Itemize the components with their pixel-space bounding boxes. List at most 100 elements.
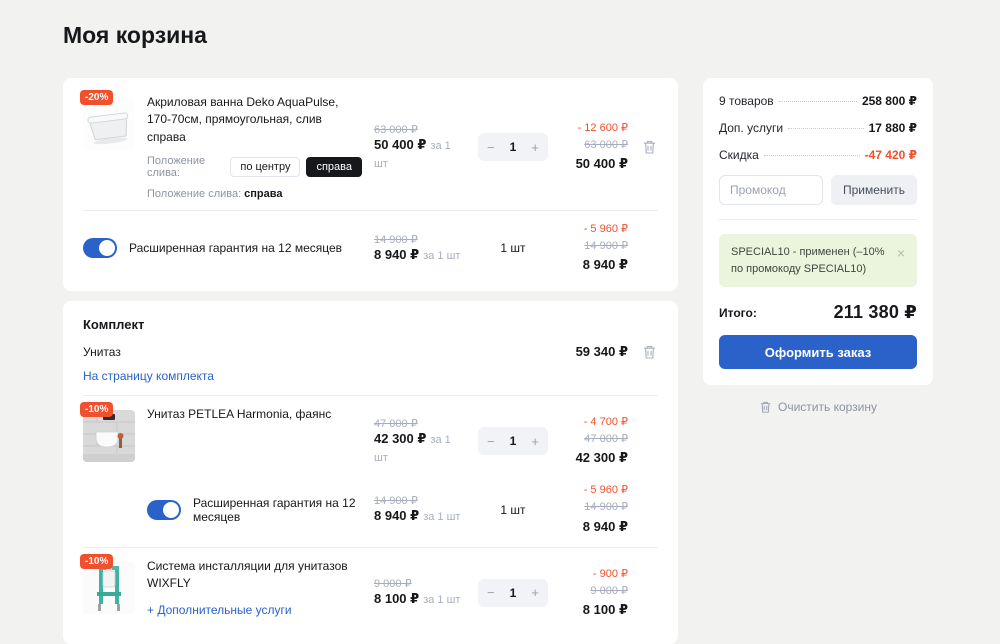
unit-old-price: 9 000 ₽ bbox=[374, 578, 412, 591]
remove-item-button[interactable] bbox=[640, 139, 658, 155]
installation-frame-image bbox=[83, 561, 135, 614]
clear-cart-button[interactable]: Очистить корзину bbox=[703, 400, 933, 414]
dotted-leader bbox=[788, 128, 864, 129]
row-divider bbox=[83, 546, 658, 548]
dotted-leader bbox=[778, 101, 857, 102]
kit-header: Комплект bbox=[83, 317, 145, 333]
dotted-leader bbox=[763, 155, 860, 156]
summary-value-discount: -47 420 ₽ bbox=[864, 148, 917, 162]
promo-row: Применить bbox=[719, 175, 917, 205]
unit-price: 8 940 ₽ bbox=[374, 246, 420, 262]
line-discount: - 5 960 ₽ bbox=[583, 484, 628, 497]
unit-price-block: 9 000 ₽ 8 100 ₽ за 1 шт bbox=[374, 577, 466, 608]
summary-divider bbox=[719, 219, 917, 220]
promo-applied-alert: SPECIAL10 - применен (–10% по промокоду … bbox=[719, 234, 917, 287]
line-totals: - 5 960 ₽ 14 900 ₽ 8 940 ₽ bbox=[560, 482, 628, 536]
unit-price-block: 47 000 ₽ 42 300 ₽ за 1 шт bbox=[374, 417, 466, 466]
decrease-qty-button[interactable]: − bbox=[487, 433, 495, 449]
product-title: Система инсталляции для унитазов WIXFLY bbox=[147, 558, 348, 591]
increase-qty-button[interactable]: + bbox=[531, 139, 539, 155]
quantity-stepper[interactable]: − 1 + bbox=[478, 133, 548, 162]
product-info: Акриловая ванна Deko AquaPulse, 170-70см… bbox=[147, 94, 362, 200]
unit-old-price: 63 000 ₽ bbox=[374, 123, 418, 136]
checkout-button[interactable]: Оформить заказ bbox=[719, 335, 917, 369]
line-total: 50 400 ₽ bbox=[575, 156, 628, 172]
summary-label: Скидка bbox=[719, 148, 759, 162]
warranty-left: Расширенная гарантия на 12 месяцев bbox=[147, 496, 362, 524]
cart-items-column: -20% Акриловая ванна Deko AquaPulse, 170… bbox=[63, 78, 678, 644]
option-row: Положение слива: по центру справа bbox=[147, 155, 362, 179]
option-label: Положение слива: bbox=[147, 155, 206, 180]
line-totals: - 12 600 ₽ 63 000 ₽ 50 400 ₽ bbox=[560, 120, 628, 174]
line-total: 42 300 ₽ bbox=[575, 450, 628, 466]
summary-row-services: Доп. услуги 17 880 ₽ bbox=[719, 121, 917, 135]
kit-page-link[interactable]: На страницу комплекта bbox=[83, 369, 214, 384]
line-total: 8 100 ₽ bbox=[582, 601, 628, 617]
selected-option-value: справа bbox=[244, 188, 283, 201]
line-discount: - 4 700 ₽ bbox=[583, 416, 628, 429]
unit-price: 50 400 ₽ bbox=[374, 136, 427, 152]
summary-label: Доп. услуги bbox=[719, 121, 784, 135]
promo-code-input[interactable] bbox=[719, 175, 823, 205]
increase-qty-button[interactable]: + bbox=[531, 585, 539, 601]
line-discount: - 5 960 ₽ bbox=[583, 223, 628, 236]
quantity-static: 1 шт bbox=[500, 502, 526, 517]
close-icon[interactable]: × bbox=[896, 245, 905, 261]
quantity-value: 1 bbox=[509, 585, 517, 600]
unit-old-price: 47 000 ₽ bbox=[374, 417, 418, 430]
quantity-stepper[interactable]: − 1 + bbox=[478, 427, 548, 456]
discount-badge: -10% bbox=[80, 553, 114, 569]
unit-price-block: 14 900 ₽ 8 940 ₽ за 1 шт bbox=[374, 494, 466, 525]
unit-price: 8 100 ₽ bbox=[374, 591, 420, 607]
option-chip-center[interactable]: по центру bbox=[230, 157, 301, 178]
selected-option-label: Положение слива: bbox=[147, 188, 242, 201]
order-summary-card: 9 товаров 258 800 ₽ Доп. услуги 17 880 ₽… bbox=[703, 78, 933, 385]
warranty-label: Расширенная гарантия на 12 месяцев bbox=[193, 495, 356, 524]
selected-option-row: Положение слива: справа bbox=[147, 188, 362, 200]
kit-summary-row: Унитаз 59 340 ₽ bbox=[83, 344, 658, 360]
bathtub-image bbox=[83, 98, 135, 150]
warranty-toggle[interactable] bbox=[83, 238, 117, 259]
cart-item-toilet: -10% Унитаз PETLEA Harmonia, фаянс 47 00… bbox=[80, 402, 658, 476]
unit-price-block: 14 900 ₽ 8 940 ₽ за 1 шт bbox=[374, 233, 466, 264]
row-divider bbox=[83, 395, 658, 397]
order-summary-sidebar: 9 товаров 258 800 ₽ Доп. услуги 17 880 ₽… bbox=[703, 78, 933, 414]
discount-badge: -20% bbox=[80, 90, 114, 105]
additional-services-link[interactable]: + Дополнительные услуги bbox=[147, 603, 292, 618]
quantity-stepper[interactable]: − 1 + bbox=[478, 578, 548, 607]
increase-qty-button[interactable]: + bbox=[531, 433, 539, 449]
summary-value: 258 800 ₽ bbox=[861, 94, 917, 108]
unit-old-price: 14 900 ₽ bbox=[374, 233, 418, 246]
product-image-bath: -20% bbox=[80, 90, 135, 150]
quantity-value: 1 bbox=[509, 434, 517, 449]
warranty-row-bath: Расширенная гарантия на 12 месяцев 14 90… bbox=[83, 221, 658, 275]
line-totals: - 900 ₽ 9 000 ₽ 8 100 ₽ bbox=[560, 566, 628, 620]
product-title: Унитаз PETLEA Harmonia, фаянс bbox=[147, 407, 332, 422]
cart-item-installation: -10% Система инсталляции для унитазов WI… bbox=[80, 553, 658, 628]
remove-kit-button[interactable] bbox=[640, 344, 658, 360]
trash-icon bbox=[643, 141, 655, 154]
warranty-label: Расширенная гарантия на 12 месяцев bbox=[129, 241, 343, 256]
warranty-row-toilet: Расширенная гарантия на 12 месяцев 14 90… bbox=[83, 482, 658, 536]
per-unit-label: за 1 шт bbox=[423, 594, 461, 607]
toilet-image bbox=[83, 410, 135, 463]
warranty-toggle[interactable] bbox=[147, 499, 181, 520]
apply-promo-button[interactable]: Применить bbox=[830, 175, 917, 205]
unit-price: 8 940 ₽ bbox=[374, 508, 420, 524]
product-title: Акриловая ванна Deko AquaPulse, 170-70см… bbox=[147, 95, 339, 144]
cart-card-bath: -20% Акриловая ванна Deko AquaPulse, 170… bbox=[63, 78, 678, 292]
line-total: 8 940 ₽ bbox=[582, 518, 628, 534]
cart-card-kit: Комплект Унитаз 59 340 ₽ На страницу ком… bbox=[63, 301, 678, 644]
option-chip-right[interactable]: справа bbox=[306, 157, 362, 178]
product-info: Унитаз PETLEA Harmonia, фаянс bbox=[147, 406, 362, 423]
per-unit-label: за 1 шт bbox=[374, 433, 451, 464]
product-info: Система инсталляции для унитазов WIXFLY … bbox=[147, 558, 362, 620]
decrease-qty-button[interactable]: − bbox=[487, 139, 495, 155]
page-title: Моя корзина bbox=[63, 22, 207, 48]
per-unit-label: за 1 шт bbox=[374, 139, 451, 170]
summary-label: 9 товаров bbox=[719, 94, 774, 108]
decrease-qty-button[interactable]: − bbox=[487, 585, 495, 601]
line-old-total: 47 000 ₽ bbox=[584, 433, 628, 446]
line-totals: - 5 960 ₽ 14 900 ₽ 8 940 ₽ bbox=[560, 221, 628, 275]
line-discount: - 900 ₽ bbox=[592, 567, 628, 580]
